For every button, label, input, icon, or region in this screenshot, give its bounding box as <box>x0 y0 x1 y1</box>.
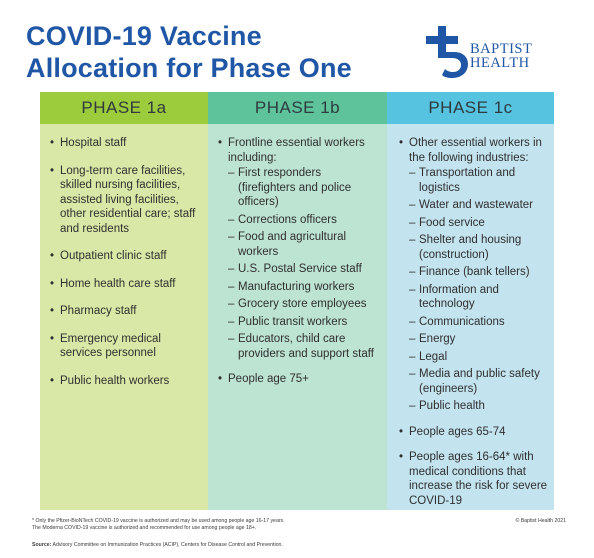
sub-list-item: Shelter and housing (construction) <box>409 233 548 262</box>
sub-list-item: U.S. Postal Service staff <box>228 262 377 277</box>
list-item: Outpatient clinic staff <box>50 249 204 264</box>
footnote-line-2: The Moderna COVID-19 vaccine is authoriz… <box>32 525 257 531</box>
phase-1b-column: PHASE 1b Frontline essential workers inc… <box>208 92 387 510</box>
phase-1c-list: Other essential workers in the following… <box>387 124 554 519</box>
sub-list-item: Educators, child care providers and supp… <box>228 332 377 361</box>
sub-list-item: Media and public safety (engineers) <box>409 367 548 396</box>
list-item-text: Other essential workers in the following… <box>409 137 542 164</box>
source-label: Source: <box>32 542 52 548</box>
logo-line-1: BAPTIST <box>470 41 533 57</box>
sub-list-item: First responders (firefighters and polic… <box>228 166 377 210</box>
sub-list: First responders (firefighters and polic… <box>228 166 377 361</box>
copyright-notice: © Baptist Health 2021 <box>515 518 566 524</box>
list-item: Pharmacy staff <box>50 304 204 319</box>
sub-list-item: Public health <box>409 399 548 414</box>
phase-table: PHASE 1a Hospital staff Long-term care f… <box>40 92 554 510</box>
sub-list-item: Communications <box>409 315 548 330</box>
list-item: Other essential workers in the following… <box>399 136 548 414</box>
phase-1c-column: PHASE 1c Other essential workers in the … <box>387 92 554 510</box>
baptist-health-logo: BAPTIST HEALTH <box>424 24 574 84</box>
sub-list-item: Food and agricultural workers <box>228 230 377 259</box>
page-title-line-1: COVID-19 Vaccine <box>26 21 262 51</box>
list-item: People age 75+ <box>218 372 377 387</box>
source-text: Advisory Committee on Immunization Pract… <box>52 542 283 548</box>
phase-1a-column: PHASE 1a Hospital staff Long-term care f… <box>40 92 208 510</box>
list-item: Home health care staff <box>50 277 204 292</box>
sub-list-item: Legal <box>409 350 548 365</box>
sub-list-item: Corrections officers <box>228 213 377 228</box>
phase-1a-header: PHASE 1a <box>40 92 208 124</box>
phase-1c-header: PHASE 1c <box>387 92 554 124</box>
list-item: Public health workers <box>50 374 204 389</box>
sub-list-item: Finance (bank tellers) <box>409 265 548 280</box>
sub-list-item: Transportation and logistics <box>409 166 548 195</box>
logo-wordmark: BAPTIST HEALTH <box>470 41 533 71</box>
sub-list-item: Food service <box>409 216 548 231</box>
logo-line-2: HEALTH <box>470 55 530 71</box>
sub-list: Transportation and logistics Water and w… <box>409 166 548 414</box>
list-item: Emergency medical services personnel <box>50 332 204 361</box>
source-citation: Source: Advisory Committee on Immunizati… <box>32 542 572 549</box>
footnote: * Only the Pfizer-BioNTech COVID-19 vacc… <box>32 518 412 532</box>
list-item: People ages 65-74 <box>399 425 548 440</box>
sub-list-item: Information and technology <box>409 283 548 312</box>
phase-1b-header: PHASE 1b <box>208 92 387 124</box>
page-title: COVID-19 Vaccine Allocation for Phase On… <box>26 20 406 84</box>
phase-1a-list: Hospital staff Long-term care facilities… <box>40 124 208 401</box>
sub-list-item: Grocery store employees <box>228 297 377 312</box>
footnote-line-1: * Only the Pfizer-BioNTech COVID-19 vacc… <box>32 518 285 524</box>
list-item: Hospital staff <box>50 136 204 151</box>
sub-list-item: Manufacturing workers <box>228 280 377 295</box>
list-item-text: Frontline essential workers including: <box>228 137 365 164</box>
sub-list-item: Public transit workers <box>228 315 377 330</box>
list-item: People ages 16-64* with medical conditio… <box>399 450 548 508</box>
list-item: Long-term care facilities, skilled nursi… <box>50 164 204 237</box>
sub-list-item: Water and wastewater <box>409 198 548 213</box>
sub-list-item: Energy <box>409 332 548 347</box>
list-item: Frontline essential workers including: F… <box>218 136 377 361</box>
phase-1b-list: Frontline essential workers including: F… <box>208 124 387 398</box>
page-title-line-2: Allocation for Phase One <box>26 53 352 83</box>
baptist-health-logo-icon <box>426 26 468 78</box>
